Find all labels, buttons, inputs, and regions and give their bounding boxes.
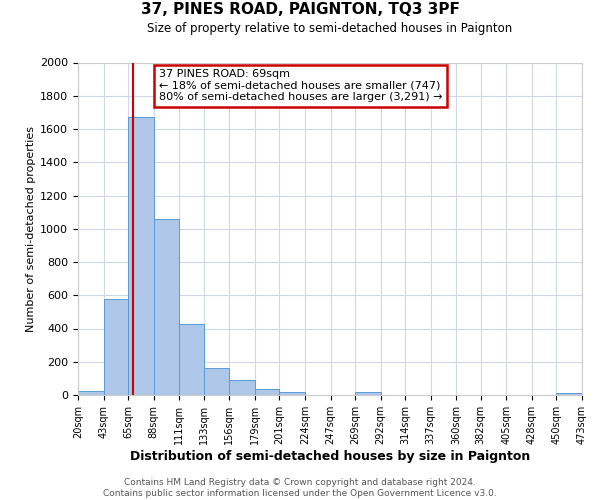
Bar <box>128 118 154 395</box>
Bar <box>179 324 204 395</box>
Bar <box>355 392 380 395</box>
Bar <box>104 298 128 395</box>
Bar <box>229 380 255 395</box>
X-axis label: Distribution of semi-detached houses by size in Paignton: Distribution of semi-detached houses by … <box>130 450 530 462</box>
Bar <box>204 368 229 395</box>
Y-axis label: Number of semi-detached properties: Number of semi-detached properties <box>26 126 36 332</box>
Text: 37, PINES ROAD, PAIGNTON, TQ3 3PF: 37, PINES ROAD, PAIGNTON, TQ3 3PF <box>140 2 460 18</box>
Bar <box>280 392 305 395</box>
Text: 37 PINES ROAD: 69sqm
← 18% of semi-detached houses are smaller (747)
80% of semi: 37 PINES ROAD: 69sqm ← 18% of semi-detac… <box>158 69 442 102</box>
Bar <box>154 219 179 395</box>
Bar <box>255 388 280 395</box>
Text: Contains HM Land Registry data © Crown copyright and database right 2024.
Contai: Contains HM Land Registry data © Crown c… <box>103 478 497 498</box>
Bar <box>78 391 104 395</box>
Title: Size of property relative to semi-detached houses in Paignton: Size of property relative to semi-detach… <box>148 22 512 35</box>
Bar <box>556 394 582 395</box>
